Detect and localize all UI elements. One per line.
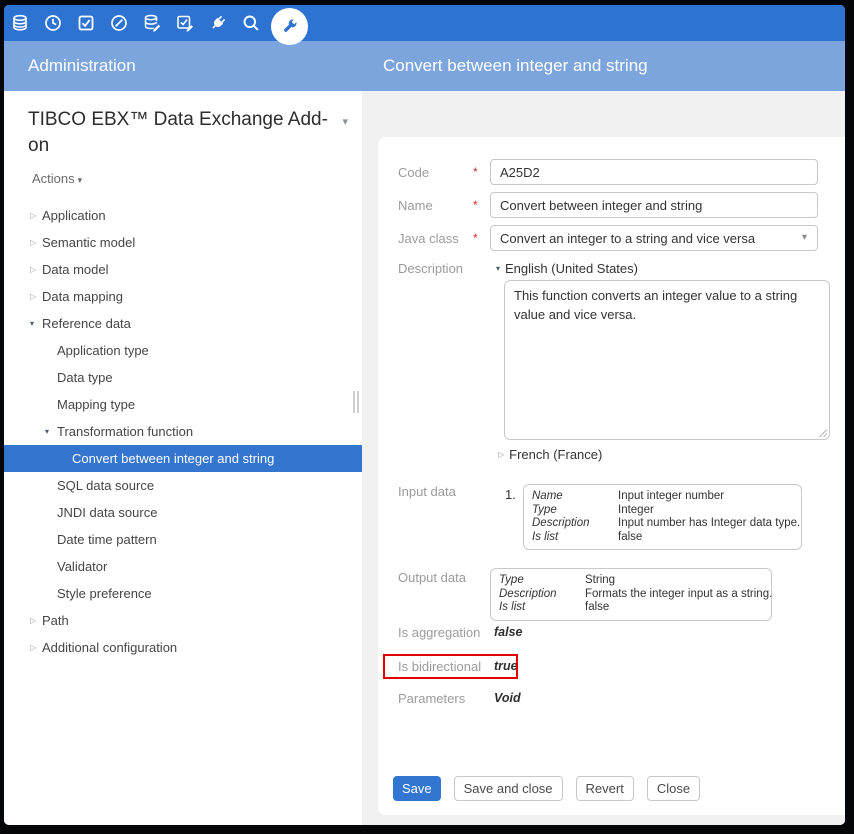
tree-item-application[interactable]: ▷ Application — [30, 208, 106, 223]
actions-menu-button[interactable]: Actions ▾ — [32, 171, 362, 186]
chevron-right-icon: ▷ — [498, 450, 505, 459]
locale-french-label: French (France) — [509, 447, 603, 462]
description-english-textarea[interactable]: This function converts an integer value … — [504, 280, 830, 440]
close-button[interactable]: Close — [646, 776, 701, 801]
input-data-box: Name Input integer number Type Integer Des… — [523, 484, 802, 550]
required-marker: * — [473, 165, 478, 179]
is-aggregation-value: false — [494, 625, 523, 639]
sidebar-scrollbar[interactable] — [353, 391, 359, 413]
tree-item-path[interactable]: ▷ Path — [30, 613, 69, 628]
form-button-bar: Save Save and close Revert Close — [393, 776, 701, 801]
output-data-row: Is list false — [499, 601, 610, 613]
revert-button[interactable]: Revert — [575, 776, 634, 801]
form-card: Code * Name * Java class * Convert an in… — [378, 137, 845, 815]
tree-item-transformation-function[interactable]: ▾ Transformation function — [45, 424, 194, 439]
name-input[interactable] — [490, 192, 818, 218]
code-label: Code — [398, 164, 430, 180]
tree-item-additional-configuration[interactable]: ▷ Additional configuration — [30, 640, 178, 655]
chevron-right-icon[interactable]: ▷ — [30, 265, 37, 274]
input-data-label: Input data — [398, 484, 456, 499]
app-title: TIBCO EBX™ Data Exchange Add-on — [28, 109, 328, 156]
save-and-close-button[interactable]: Save and close — [453, 776, 563, 801]
locale-english-label: English (United States) — [505, 261, 638, 276]
code-input[interactable] — [490, 159, 818, 185]
header-left-title: Administration — [28, 56, 136, 75]
tree-item-application-type[interactable]: Application type — [57, 343, 149, 358]
chevron-right-icon[interactable]: ▷ — [30, 238, 37, 247]
tree-item-semantic-model[interactable]: ▷ Semantic model — [30, 235, 136, 250]
tree-item-date-time-pattern[interactable]: Date time pattern — [57, 532, 157, 547]
clock-icon[interactable] — [43, 13, 63, 33]
locale-french-toggle[interactable]: ▷ French (France) — [498, 447, 602, 462]
page-title: Convert between integer and string — [383, 56, 648, 75]
chevron-down-icon: ▾ — [496, 264, 501, 273]
is-aggregation-label: Is aggregation — [398, 625, 481, 640]
chevron-right-icon[interactable]: ▷ — [30, 211, 37, 220]
java-class-select[interactable]: Convert an integer to a string and vice … — [490, 225, 818, 251]
tree-item-reference-data[interactable]: ▾ Reference data — [30, 316, 131, 331]
database-icon[interactable] — [10, 13, 30, 33]
plug-icon[interactable] — [208, 13, 228, 33]
tree-item-convert-between-integer-and-string[interactable]: Convert between integer and string — [4, 445, 362, 472]
sidebar: TIBCO EBX™ Data Exchange Add-on ▾ Action… — [4, 91, 362, 825]
required-marker: * — [473, 231, 478, 245]
tree-item-data-type[interactable]: Data type — [57, 370, 113, 385]
gauge-icon[interactable] — [109, 13, 129, 33]
tree-item-jndi-data-source[interactable]: JNDI data source — [57, 505, 158, 520]
output-data-box: Type String Description Formats the intege… — [490, 568, 772, 621]
main-panel: Code * Name * Java class * Convert an in… — [378, 91, 845, 825]
tree-item-validator[interactable]: Validator — [57, 559, 108, 574]
tree-item-data-model[interactable]: ▷ Data model — [30, 262, 109, 277]
tree-item-style-preference[interactable]: Style preference — [57, 586, 152, 601]
chevron-down-icon[interactable]: ▾ — [45, 427, 50, 436]
locale-english-toggle[interactable]: ▾ English (United States) — [496, 261, 638, 276]
textarea-resize-grip[interactable] — [818, 428, 827, 437]
navigation-tree: ▷ Application ▷ Semantic model ▷ Data model… — [4, 202, 362, 661]
output-data-row: Type String — [499, 574, 616, 586]
chevron-down-icon: ▾ — [801, 232, 807, 243]
parameters-label: Parameters — [398, 691, 466, 706]
input-data-row: Is list false — [532, 530, 643, 543]
input-data-index: 1. — [505, 487, 516, 502]
panel-divider[interactable] — [362, 91, 378, 825]
chevron-right-icon[interactable]: ▷ — [30, 643, 37, 652]
tree-item-mapping-type[interactable]: Mapping type — [57, 397, 136, 412]
chevron-down-icon[interactable]: ▾ — [342, 116, 348, 128]
wrench-icon[interactable] — [271, 8, 308, 45]
name-label: Name — [398, 197, 433, 213]
output-data-row: Description Formats the integer input as … — [499, 587, 773, 600]
tree-item-sql-data-source[interactable]: SQL data source — [57, 478, 155, 493]
checkbox-check-icon[interactable] — [76, 13, 96, 33]
search-icon[interactable] — [241, 13, 261, 33]
top-toolbar — [4, 5, 845, 45]
database-edit-icon[interactable] — [142, 13, 162, 33]
checkbox-edit-icon[interactable] — [175, 13, 195, 33]
chevron-right-icon[interactable]: ▷ — [30, 616, 37, 625]
app-window: Administration Convert between integer a… — [4, 5, 845, 825]
input-data-row: Type Integer — [532, 503, 654, 516]
input-data-row: Name Input integer number — [532, 490, 725, 502]
chevron-right-icon[interactable]: ▷ — [30, 292, 37, 301]
output-data-label: Output data — [398, 570, 466, 585]
save-button[interactable]: Save — [393, 776, 441, 801]
java-class-value: Convert an integer to a string and vice … — [500, 230, 756, 246]
is-bidirectional-label: Is bidirectional — [398, 659, 482, 674]
parameters-value: Void — [494, 691, 521, 705]
description-label: Description — [398, 261, 464, 276]
chevron-down-icon[interactable]: ▾ — [30, 319, 35, 328]
is-bidirectional-value: true — [494, 659, 518, 673]
chevron-down-icon: ▾ — [77, 175, 83, 185]
required-marker: * — [473, 198, 478, 212]
actions-label: Actions — [32, 171, 75, 186]
tree-item-data-mapping[interactable]: ▷ Data mapping — [30, 289, 123, 304]
header-bar: Administration Convert between integer a… — [4, 41, 845, 91]
java-class-label: Java class — [398, 230, 459, 246]
input-data-row: Description Input number has Integer data… — [532, 517, 801, 529]
